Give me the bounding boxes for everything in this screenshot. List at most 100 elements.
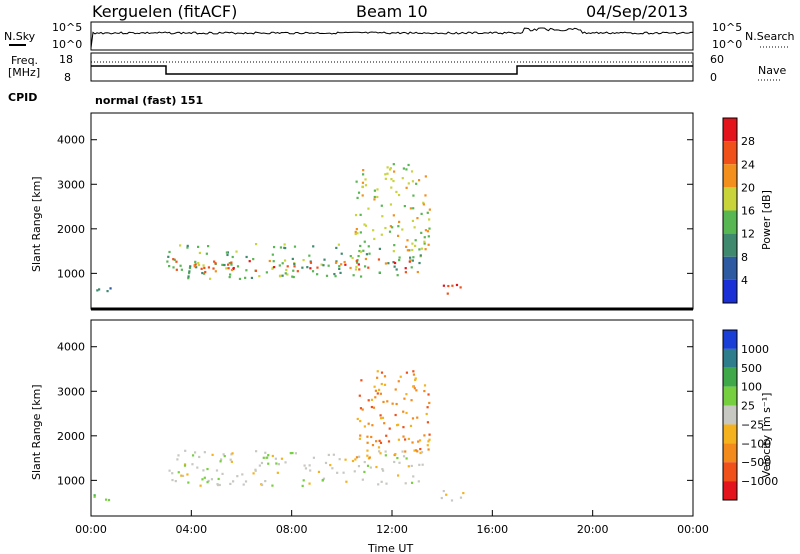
colorbar-swatch bbox=[723, 279, 737, 303]
heatmap-cell bbox=[254, 469, 257, 472]
heatmap-cell bbox=[168, 264, 171, 268]
heatmap-cell bbox=[106, 290, 109, 293]
heatmap-cell bbox=[245, 255, 248, 259]
heatmap-cell bbox=[339, 271, 342, 275]
heatmap-cell bbox=[283, 259, 287, 262]
heatmap-cell bbox=[409, 259, 412, 262]
heatmap-cell bbox=[187, 481, 190, 484]
heatmap-cell bbox=[402, 435, 405, 438]
heatmap-cell bbox=[371, 424, 374, 427]
heatmap-cell bbox=[292, 269, 295, 272]
heatmap-cell bbox=[405, 411, 408, 415]
heatmap-cell bbox=[414, 239, 417, 242]
heatmap-cell bbox=[262, 456, 265, 459]
heatmap-cell bbox=[336, 471, 339, 474]
heatmap-cell bbox=[186, 473, 189, 476]
heatmap-cell bbox=[359, 434, 362, 437]
heatmap-cell bbox=[258, 275, 261, 278]
heatmap-cell bbox=[354, 213, 358, 217]
heatmap-cell bbox=[418, 439, 422, 442]
heatmap-cell bbox=[284, 461, 287, 464]
heatmap-cell bbox=[344, 263, 347, 266]
heatmap-cell bbox=[372, 229, 375, 232]
heatmap-cell bbox=[354, 268, 358, 271]
heatmap-cell bbox=[383, 375, 387, 378]
heatmap-cell bbox=[428, 401, 431, 405]
date-title: 04/Sep/2013 bbox=[586, 2, 688, 21]
heatmap-cell bbox=[264, 479, 267, 483]
heatmap-cell bbox=[198, 251, 202, 255]
heatmap-cell bbox=[398, 220, 401, 223]
xtick-label: 00:00 bbox=[75, 523, 107, 536]
heatmap-cell bbox=[200, 267, 203, 270]
heatmap-cell bbox=[393, 261, 397, 265]
heatmap-cell bbox=[195, 266, 198, 269]
heatmap-cell bbox=[402, 455, 406, 458]
heatmap-cell bbox=[267, 454, 270, 457]
heatmap-cell bbox=[176, 458, 179, 461]
heatmap-cell bbox=[366, 454, 369, 457]
heatmap-cell bbox=[386, 172, 389, 175]
heatmap-cell bbox=[416, 416, 419, 419]
heatmap-cell bbox=[241, 473, 244, 476]
heatmap-cell bbox=[393, 460, 396, 464]
heatmap-cell bbox=[276, 471, 279, 474]
heatmap-cell bbox=[232, 480, 235, 483]
heatmap-cell bbox=[428, 218, 431, 221]
heatmap-cell bbox=[252, 257, 255, 261]
heatmap-cell bbox=[179, 244, 182, 247]
heatmap-cell bbox=[266, 456, 269, 459]
heatmap-cell bbox=[442, 489, 445, 493]
heatmap-cell bbox=[311, 270, 315, 273]
heatmap-cell bbox=[404, 482, 407, 485]
heatmap-cell bbox=[387, 262, 390, 265]
heatmap-cell bbox=[204, 270, 207, 274]
heatmap-cell bbox=[280, 457, 284, 460]
heatmap-cell bbox=[340, 263, 343, 266]
heatmap-cell bbox=[191, 454, 195, 457]
heatmap-cell bbox=[219, 460, 222, 463]
heatmap-cell bbox=[385, 482, 388, 485]
heatmap-cell bbox=[397, 225, 400, 228]
heatmap-cell bbox=[366, 435, 369, 438]
colorbar-tick-label: −100 bbox=[741, 437, 771, 450]
heatmap-cell bbox=[450, 499, 454, 502]
heatmap-cell bbox=[373, 195, 376, 199]
heatmap-cell bbox=[236, 265, 240, 268]
heatmap-cell bbox=[392, 214, 395, 217]
heatmap-cell bbox=[252, 472, 255, 475]
xtick-label: 20:00 bbox=[577, 523, 609, 536]
heatmap-cell bbox=[186, 246, 189, 249]
heatmap-cell bbox=[385, 434, 388, 437]
heatmap-cell bbox=[309, 267, 312, 270]
heatmap-cell bbox=[197, 263, 201, 267]
heatmap-cell bbox=[198, 455, 201, 459]
heatmap-cell bbox=[354, 230, 357, 234]
heatmap-cell bbox=[384, 450, 387, 453]
heatmap-cell bbox=[405, 245, 408, 248]
heatmap-cell bbox=[197, 245, 200, 248]
heatmap-cell bbox=[380, 233, 383, 236]
heatmap-cell bbox=[420, 231, 423, 234]
colorbar-tick-label: 100 bbox=[741, 381, 762, 394]
heatmap-cell bbox=[275, 462, 278, 465]
heatmap-cell bbox=[411, 259, 414, 262]
heatmap-cell bbox=[278, 275, 282, 278]
heatmap-cell bbox=[291, 257, 294, 261]
heatmap-cell bbox=[397, 193, 401, 197]
velocity-colorbar-label: Velocity [m s⁻¹] bbox=[760, 393, 773, 478]
heatmap-cell bbox=[264, 451, 267, 454]
heatmap-cell bbox=[323, 258, 326, 261]
heatmap-cell bbox=[213, 260, 216, 263]
heatmap-cell bbox=[381, 416, 385, 419]
heatmap-cell bbox=[203, 266, 206, 269]
ytick-label: 3000 bbox=[57, 178, 85, 191]
heatmap-cell bbox=[405, 393, 408, 396]
heatmap-cell bbox=[271, 266, 275, 269]
heatmap-cell bbox=[398, 258, 401, 262]
heatmap-cell bbox=[271, 484, 274, 487]
heatmap-cell bbox=[220, 458, 223, 461]
colorbar-swatch bbox=[723, 330, 737, 349]
heatmap-cell bbox=[172, 258, 175, 261]
heatmap-cell bbox=[303, 464, 306, 467]
